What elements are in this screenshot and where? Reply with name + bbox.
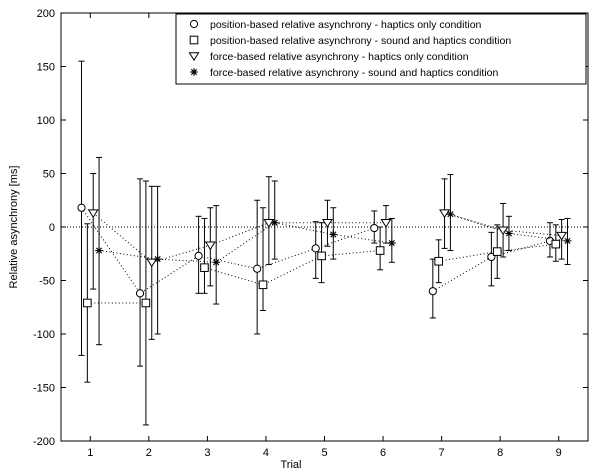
x-tick-label: 5 — [321, 447, 327, 459]
asterisk-stroke — [330, 231, 337, 238]
y-tick-label: -100 — [33, 329, 55, 341]
data-point-circle — [135, 289, 145, 298]
data-point-asterisk — [270, 218, 279, 227]
data-point-triangle-down — [204, 241, 216, 251]
asterisk-stroke — [154, 256, 161, 263]
data-point-square — [83, 298, 92, 308]
x-tick-label: 9 — [556, 447, 562, 459]
data-point-circle — [370, 223, 379, 233]
y-tick-label: -200 — [33, 436, 55, 448]
legend-label: position-based relative asynchrony - sou… — [210, 35, 511, 47]
y-tick-label: 50 — [43, 169, 55, 181]
data-point-circle — [428, 287, 437, 296]
x-tick-label: 2 — [146, 447, 152, 459]
data-point-asterisk — [153, 255, 162, 263]
data-point-circle — [311, 244, 320, 253]
data-point-triangle-down — [380, 219, 392, 228]
y-tick-label: -50 — [39, 276, 55, 288]
x-tick-label: 7 — [439, 447, 445, 459]
data-point-circle — [77, 203, 86, 212]
plot-area — [61, 60, 588, 426]
series-4 — [95, 156, 572, 346]
series-connector-line — [92, 212, 386, 263]
series-connector-line — [81, 207, 375, 294]
data-point-square — [492, 247, 502, 256]
asterisk-stroke — [213, 259, 220, 266]
asterisk-stroke — [447, 211, 454, 218]
data-point-square — [200, 263, 209, 272]
asterisk-stroke — [95, 247, 103, 254]
data-point-triangle-down — [439, 209, 451, 219]
data-point-asterisk — [446, 210, 455, 218]
legend-label: position-based relative asynchrony - hap… — [210, 19, 482, 31]
legend-box — [175, 13, 587, 85]
x-tick-label: 6 — [380, 447, 386, 459]
y-tick-label: 0 — [49, 222, 55, 234]
data-point-triangle-down — [321, 219, 333, 228]
series-1 — [77, 60, 555, 367]
data-point-circle — [194, 251, 203, 260]
series-2 — [83, 180, 561, 426]
series-3 — [87, 173, 568, 340]
x-tick-label: 8 — [497, 447, 503, 459]
series-connector-line — [438, 243, 556, 262]
data-point-square — [375, 246, 385, 255]
series-connector-line — [99, 222, 392, 263]
x-axis-title: Trial — [281, 459, 302, 471]
y-tick-label: -150 — [33, 383, 55, 395]
legend-label: force-based relative asynchrony - haptic… — [210, 51, 469, 63]
data-point-square — [317, 251, 326, 261]
asterisk-stroke — [564, 237, 571, 244]
asterisk-stroke — [190, 68, 198, 76]
x-tick-label: 1 — [87, 447, 93, 459]
data-point-asterisk — [563, 237, 572, 245]
data-point-triangle-down — [556, 231, 568, 241]
data-point-asterisk — [329, 230, 338, 239]
data-point-square — [258, 280, 268, 290]
x-tick-label: 3 — [204, 447, 210, 459]
asterisk-stroke — [271, 219, 278, 226]
data-point-asterisk — [190, 68, 198, 76]
data-point-circle — [189, 19, 199, 29]
data-point-asterisk — [388, 239, 396, 247]
y-tick-label: 200 — [37, 8, 55, 20]
data-point-circle — [253, 264, 262, 273]
y-axis-title: Relative asynchrony [ms] — [8, 166, 20, 289]
data-point-square — [189, 35, 199, 45]
legend-label: force-based relative asynchrony - sound … — [210, 67, 498, 79]
legend: position-based relative asynchrony - hap… — [175, 13, 587, 85]
asterisk-stroke — [505, 230, 513, 237]
asterisk-stroke — [388, 239, 395, 247]
data-point-asterisk — [505, 229, 513, 238]
data-point-asterisk — [212, 258, 220, 267]
data-point-asterisk — [95, 246, 103, 255]
y-tick-label: 100 — [37, 115, 55, 127]
data-point-square — [434, 256, 443, 266]
data-point-triangle-down — [146, 258, 158, 268]
data-point-square — [141, 298, 151, 308]
data-point-triangle-down — [87, 209, 99, 219]
y-tick-label: 150 — [37, 62, 55, 74]
data-point-triangle-down — [188, 52, 200, 62]
x-tick-label: 4 — [263, 447, 269, 459]
data-point-square — [551, 239, 561, 249]
